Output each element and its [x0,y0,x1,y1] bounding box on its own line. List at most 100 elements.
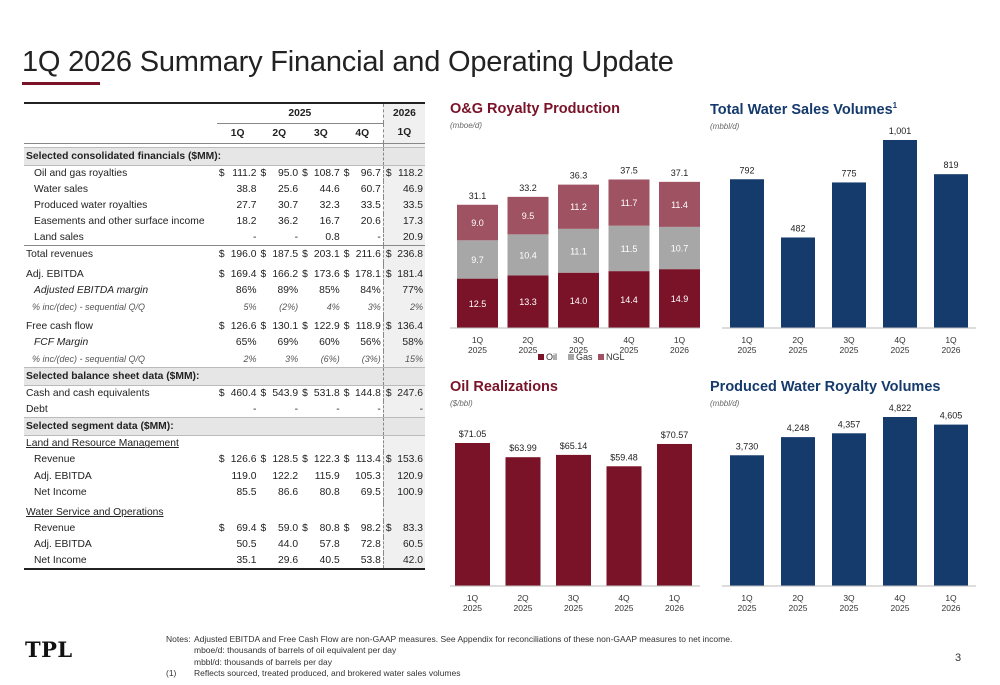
bar-segment-oil [558,272,599,328]
cell-value: $181.4 [382,266,425,283]
cell-number: 118.9 [355,321,381,333]
x-tick-label: 3Q [568,593,580,603]
cell-number: - [419,403,423,415]
dollar-sign: $ [260,167,267,179]
table-row: Water sales 38.8 25.6 44.6 60.7 46.9 [24,181,425,198]
segment-label: 11.5 [621,244,638,254]
segment-label: 11.1 [570,246,587,256]
cell-number: 60.7 [360,183,381,195]
cell-number: - [294,232,299,244]
row-label: Free cash flow [26,321,93,333]
cell-value: 29.6 [258,552,301,571]
table-row: Free cash flow $126.6 $130.1 $122.9 $118.9 $1… [24,318,425,335]
bar-segment-ngl [608,179,650,226]
x-tick-label: 2025 [738,345,757,355]
pw-royalty-panel: Produced Water Royalty Volumes (mbbl/d) … [710,379,980,619]
dollar-sign: $ [218,248,225,260]
x-tick-label: 2025 [615,603,634,613]
table-row: Debt - - - - - [24,401,425,418]
cell-number: 173.6 [313,268,340,280]
x-tick-label: 1Q [741,593,753,603]
bar [455,443,490,586]
cell-number: 2% [243,353,257,364]
row-label: % inc/(dec) - sequential Q/Q [32,353,146,364]
water-sales-unit: (mbbl/d) [710,121,740,131]
cell-number: 57.8 [319,539,340,551]
cell-value: 72.8 [342,537,384,553]
cell-value: $69.4 [217,521,259,537]
cell-number: 98.2 [360,523,381,535]
cell-number: 113.4 [355,454,381,466]
table-row: Easements and other surface income 18.2 36… [24,213,425,230]
x-tick-label: 2025 [620,345,639,355]
dollar-sign: $ [343,321,350,333]
x-tick-label: 2025 [891,603,910,613]
segment-title: Land and Resource Management [26,438,179,450]
cell-number: - [336,403,340,415]
total-label: 37.5 [620,165,638,175]
x-tick-label: 2025 [738,603,757,613]
dollar-sign: $ [260,388,267,400]
x-tick-label: 2025 [840,345,859,355]
x-tick-label: 2026 [665,603,684,613]
cell-number: (2%) [279,301,299,312]
dollar-sign: $ [302,523,308,535]
bar [730,179,764,328]
row-label: Revenue [34,523,76,535]
cell-value: $247.6 [382,385,425,402]
bar [606,466,642,586]
cell-value: (2%) [258,299,300,315]
cell-value: $166.2 [258,266,300,282]
row-label: Adjusted EBITDA margin [34,284,149,296]
cell-value: 86.6 [258,484,300,500]
cell-value: $111.2 [217,165,259,181]
cell-number: 3% [285,353,299,364]
cell-value: 85% [300,282,342,298]
pw-royalty-unit: (mbbl/d) [710,399,740,408]
cell-value: 44.6 [300,181,342,197]
dollar-sign: $ [218,268,225,280]
cell-number: 86.6 [278,486,299,498]
cell-number: 247.6 [397,388,423,400]
cell-value: - [217,230,259,246]
cell-number: 187.5 [272,248,299,260]
dollar-sign: $ [343,268,350,280]
cell-number: 25.6 [278,183,299,195]
table-row: FCF Margin 65% 69% 60% 56% 58% [24,334,425,352]
cell-value: 30.7 [258,197,300,213]
cell-value: 89% [258,282,300,298]
cell-value: 2% [382,298,425,315]
x-tick-label: 1Q [741,335,753,345]
bar [832,182,866,328]
x-tick-label: 2025 [789,345,808,355]
table-row: Revenue $69.4 $59.0 $80.8 $98.2 $83.3 [24,520,425,537]
quarter-header: 4Q [341,123,384,144]
footnotes: Notes: Adjusted EBITDA and Free Cash Flow… [166,634,732,679]
cell-number: 119.0 [231,470,257,482]
bar-segment-gas [608,225,650,272]
cell-number: 53.8 [360,555,381,567]
x-tick-label: 1Q [945,335,957,345]
cell-number: 69.5 [360,486,381,498]
segment-label: 13.3 [519,297,537,307]
cell-value: $178.1 [342,266,384,282]
cell-value: 60.5 [382,536,425,553]
cell-value: 5% [217,299,259,315]
cell-number: 96.7 [360,167,381,179]
x-tick-label: 4Q [623,335,635,345]
dollar-sign: $ [302,388,308,400]
x-tick-label: 2Q [517,593,529,603]
cell-value: $80.8 [300,521,342,537]
dollar-sign: $ [343,167,350,179]
data-label: $70.57 [661,430,689,440]
table-row: Adjusted EBITDA margin 86% 89% 85% 84% 77% [24,282,425,299]
cell-number: 89% [277,284,299,296]
cell-number: 69% [277,337,299,349]
segment-label: 14.0 [570,296,588,306]
row-label: Net Income [24,552,217,571]
dollar-sign: $ [260,248,267,260]
table-row: Net Income 35.1 29.6 40.5 53.8 42.0 [24,552,425,571]
row-label: Adj. EBITDA [26,268,84,280]
data-label: 482 [790,223,805,233]
segment-label: 11.4 [671,200,688,210]
